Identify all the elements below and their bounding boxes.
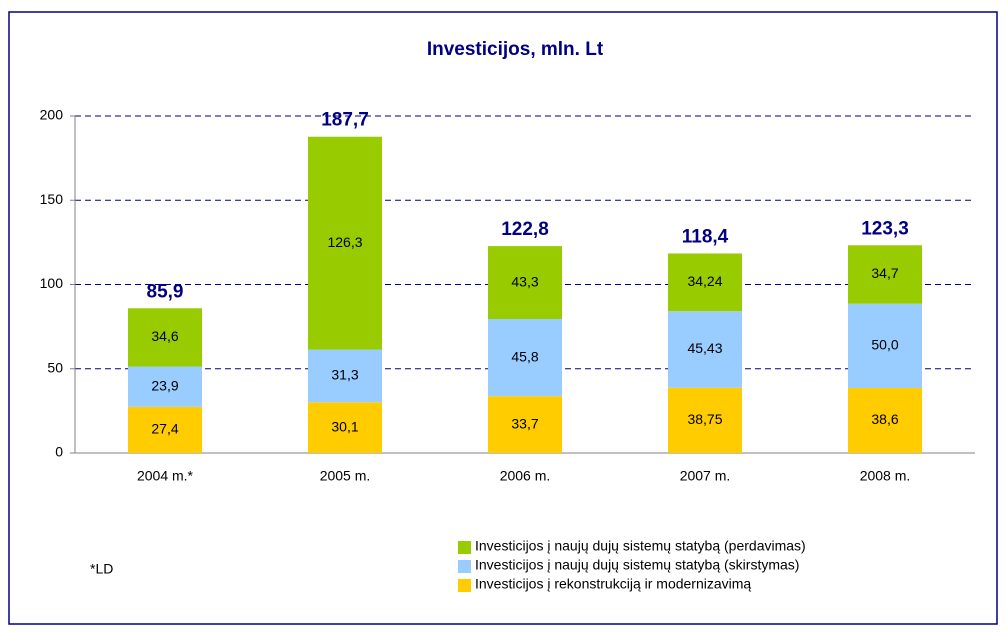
total-label: 85,9 xyxy=(147,281,184,302)
y-tick-label: 150 xyxy=(40,191,64,207)
bar-segment xyxy=(488,396,562,453)
bar-segment xyxy=(488,246,562,320)
legend-swatch xyxy=(458,560,471,573)
x-tick-label: 2005 m. xyxy=(320,468,371,484)
segment-label: 38,6 xyxy=(871,411,898,427)
y-tick-label: 100 xyxy=(40,275,64,291)
bar-segment xyxy=(128,406,202,453)
legend-swatch xyxy=(458,541,471,554)
y-tick-label: 200 xyxy=(40,107,64,123)
legend-label: Investicijos į naujų dujų sistemų statyb… xyxy=(475,538,806,554)
bar-segment xyxy=(668,253,742,312)
segment-label: 38,75 xyxy=(687,411,722,427)
total-label: 187,7 xyxy=(321,110,369,131)
bar-segment xyxy=(848,387,922,453)
total-label: 118,4 xyxy=(682,226,729,247)
bar-segment xyxy=(308,349,382,403)
total-label: 122,8 xyxy=(501,219,549,240)
segment-label: 43,3 xyxy=(511,273,538,289)
segment-label: 23,9 xyxy=(151,377,178,393)
bar-segment xyxy=(668,311,742,388)
segment-label: 33,7 xyxy=(511,415,538,431)
legend-label: Investicijos į naujų dujų sistemų statyb… xyxy=(475,557,799,573)
y-tick-label: 0 xyxy=(55,444,63,460)
segment-label: 34,24 xyxy=(687,273,722,289)
segment-label: 27,4 xyxy=(151,421,178,437)
segment-label: 50,0 xyxy=(871,337,898,353)
x-tick-label: 2007 m. xyxy=(680,468,731,484)
x-tick-label: 2008 m. xyxy=(860,468,911,484)
segment-label: 34,6 xyxy=(151,328,178,344)
bar-segment xyxy=(848,303,922,388)
bar-segment xyxy=(668,387,742,453)
bar-segment xyxy=(848,245,922,304)
y-tick-label: 50 xyxy=(47,359,63,375)
total-label: 123,3 xyxy=(861,218,909,239)
bar-segment xyxy=(128,308,202,367)
bar-segment xyxy=(308,136,382,350)
segment-label: 45,8 xyxy=(511,348,538,364)
chart-title: Investicijos, mln. Lt xyxy=(427,39,604,60)
x-tick-label: 2006 m. xyxy=(500,468,551,484)
segment-label: 31,3 xyxy=(331,367,358,383)
segment-label: 30,1 xyxy=(331,418,358,434)
segment-label: 34,7 xyxy=(871,265,898,281)
footnote: *LD xyxy=(90,561,113,577)
segment-label: 126,3 xyxy=(327,234,362,250)
legend-label: Investicijos į rekonstrukciją ir moderni… xyxy=(475,576,751,592)
bar-segment xyxy=(308,402,382,453)
legend-swatch xyxy=(458,579,471,592)
x-tick-label: 2004 m.* xyxy=(137,468,194,484)
bar-segment xyxy=(488,319,562,397)
bar-segment xyxy=(128,366,202,407)
segment-label: 45,43 xyxy=(687,340,722,356)
